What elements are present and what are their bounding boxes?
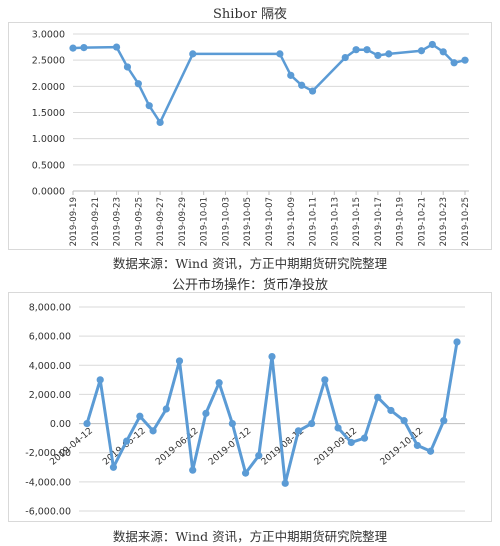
chart2-data-point <box>109 463 118 471</box>
chart1-data-point <box>428 40 436 49</box>
chart2-y-tick-label: -6,000.00 <box>25 507 71 518</box>
chart2-data-point <box>241 469 250 477</box>
chart1-y-tick-label: 0.0000 <box>32 187 65 198</box>
chart1-data-point <box>287 71 295 79</box>
chart2-data-point <box>175 357 184 365</box>
chart1-source: 数据来源：Wind 资讯，方正中期期货研究院整理 <box>112 256 388 271</box>
chart1-x-tick-label: 2019-10-13 <box>330 197 340 246</box>
chart2-data-point <box>374 393 382 401</box>
chart1-data-point <box>439 48 447 56</box>
chart2-data-point <box>96 376 104 384</box>
chart1-title: Shibor 隔夜 <box>213 7 287 22</box>
chart1-data-point <box>385 50 393 58</box>
chart1-x-tick-label: 2019-09-21 <box>91 197 101 246</box>
chart1-data-point <box>450 59 458 67</box>
chart1-x-tick-label: 2019-10-15 <box>352 197 362 246</box>
chart2-data-point <box>308 419 316 428</box>
chart1-x-tick-label: 2019-10-21 <box>417 197 427 246</box>
chart1-y-tick-label: 3.0000 <box>32 30 65 41</box>
chart1-data-point <box>134 80 142 88</box>
chart1-y-tick-label: 2.5000 <box>32 56 65 67</box>
chart1-data-point <box>417 47 426 55</box>
chart1-data-point <box>69 44 77 52</box>
chart1-x-tick-label: 2019-10-07 <box>265 197 275 246</box>
chart1-plot: 3.0000 2.5000 2.0000 1.5000 1.0000 0.5000 0.00… <box>32 30 471 247</box>
chart1-x-tick-label: 2019-10-19 <box>396 197 406 246</box>
chart2-data-point <box>387 406 395 415</box>
chart2-data-point <box>334 424 342 432</box>
chart1-y-tick-label: 1.0000 <box>32 134 65 145</box>
chart2-data-point <box>440 417 448 425</box>
chart2-data-point <box>453 338 461 346</box>
chart2-x-tick-label: 2019-07-12 <box>207 426 254 467</box>
chart2-data-point <box>321 376 329 384</box>
chart1-y-tick-label: 1.5000 <box>32 108 65 119</box>
chart2-y-tick-label: -4,000.00 <box>25 477 71 488</box>
chart1-data-point <box>341 53 349 62</box>
chart1-data-point <box>461 56 469 64</box>
chart2-y-tick-label: 2,000.00 <box>29 390 71 401</box>
chart2-data-point <box>215 379 223 387</box>
chart2-data-point <box>136 412 144 420</box>
chart1-container: 3.0000 2.5000 2.0000 1.5000 1.0000 0.5000 0.00… <box>8 22 492 250</box>
chart1-x-tick-label: 2019-10-23 <box>439 197 449 246</box>
chart2-data-point <box>294 427 303 435</box>
chart1-data-point <box>123 63 132 71</box>
chart2-source: 数据来源：Wind 资讯，方正中期期货研究院整理 <box>112 529 388 544</box>
chart1-x-tick-label: 2019-09-19 <box>69 197 79 246</box>
chart1-x-tick-label: 2019-10-17 <box>374 197 384 246</box>
chart2-plot: 8,000.00 6,000.00 4,000.00 2,000.00 0.00 -2,0… <box>25 303 465 518</box>
chart1-y-tick-label: 2.0000 <box>32 82 65 93</box>
chart1-x-tick-label: 2019-09-29 <box>178 197 188 246</box>
chart1-x-tick-label: 2019-09-27 <box>156 197 166 246</box>
chart1-x-tick-label: 2019-10-03 <box>221 197 231 246</box>
chart1-data-point <box>363 46 371 54</box>
chart2-data-point <box>360 434 369 442</box>
chart2-data-point <box>281 479 289 487</box>
chart1-x-tick-label: 2019-10-25 <box>461 197 471 246</box>
chart2-data-point <box>202 409 210 417</box>
chart1-data-point <box>112 43 121 51</box>
chart2-data-point <box>426 447 435 455</box>
chart2-data-point <box>255 452 263 460</box>
chart2-title: 公开市场操作：货币净投放 <box>171 278 328 293</box>
chart2-y-tick-label: 8,000.00 <box>29 303 71 314</box>
chart2-data-point <box>228 419 236 428</box>
chart2-data-point <box>162 405 170 413</box>
chart1-x-tick-label: 2019-09-25 <box>134 197 144 246</box>
chart2-y-tick-label: 6,000.00 <box>29 332 71 343</box>
chart1-data-point <box>276 50 284 58</box>
chart2-data-point <box>413 441 421 450</box>
chart2-x-tick-label: 2019-04-12 <box>48 426 95 467</box>
chart1-x-tick-label: 2019-10-11 <box>309 197 319 246</box>
chart2-data-point <box>189 466 197 474</box>
chart2-data-point <box>268 352 276 361</box>
chart1-x-tick-label: 2019-10-05 <box>243 197 253 246</box>
chart1-y-tick-label: 0.5000 <box>32 160 65 171</box>
chart2-data-point <box>83 419 91 428</box>
chart1-data-point <box>80 44 88 52</box>
chart2-x-tick-label: 2019-09-12 <box>313 426 360 467</box>
chart1-data-point <box>352 46 360 54</box>
chart1-x-tick-label: 2019-10-01 <box>200 197 210 246</box>
chart2-container: 8,000.00 6,000.00 4,000.00 2,000.00 0.00 -2,0… <box>8 292 492 522</box>
chart1-data-point <box>298 81 306 89</box>
chart1-data-point <box>189 50 197 58</box>
chart1-data-point <box>374 51 382 60</box>
chart1-series-line <box>72 43 466 124</box>
chart2-y-tick-label: 0.00 <box>50 419 71 430</box>
chart1-data-point <box>145 102 153 110</box>
chart2-data-point <box>347 438 355 447</box>
chart1-x-tick-label: 2019-10-09 <box>287 197 297 246</box>
chart2-y-tick-label: 4,000.00 <box>29 361 71 372</box>
chart2-data-point <box>400 417 408 425</box>
chart1-x-tick-label: 2019-09-23 <box>113 197 123 246</box>
chart1-data-point <box>156 118 164 127</box>
chart2-data-point <box>149 427 157 435</box>
chart2-data-point <box>123 437 131 445</box>
chart1-data-point <box>308 87 317 95</box>
chart2-y-tick-label: -2,000.00 <box>25 448 71 459</box>
